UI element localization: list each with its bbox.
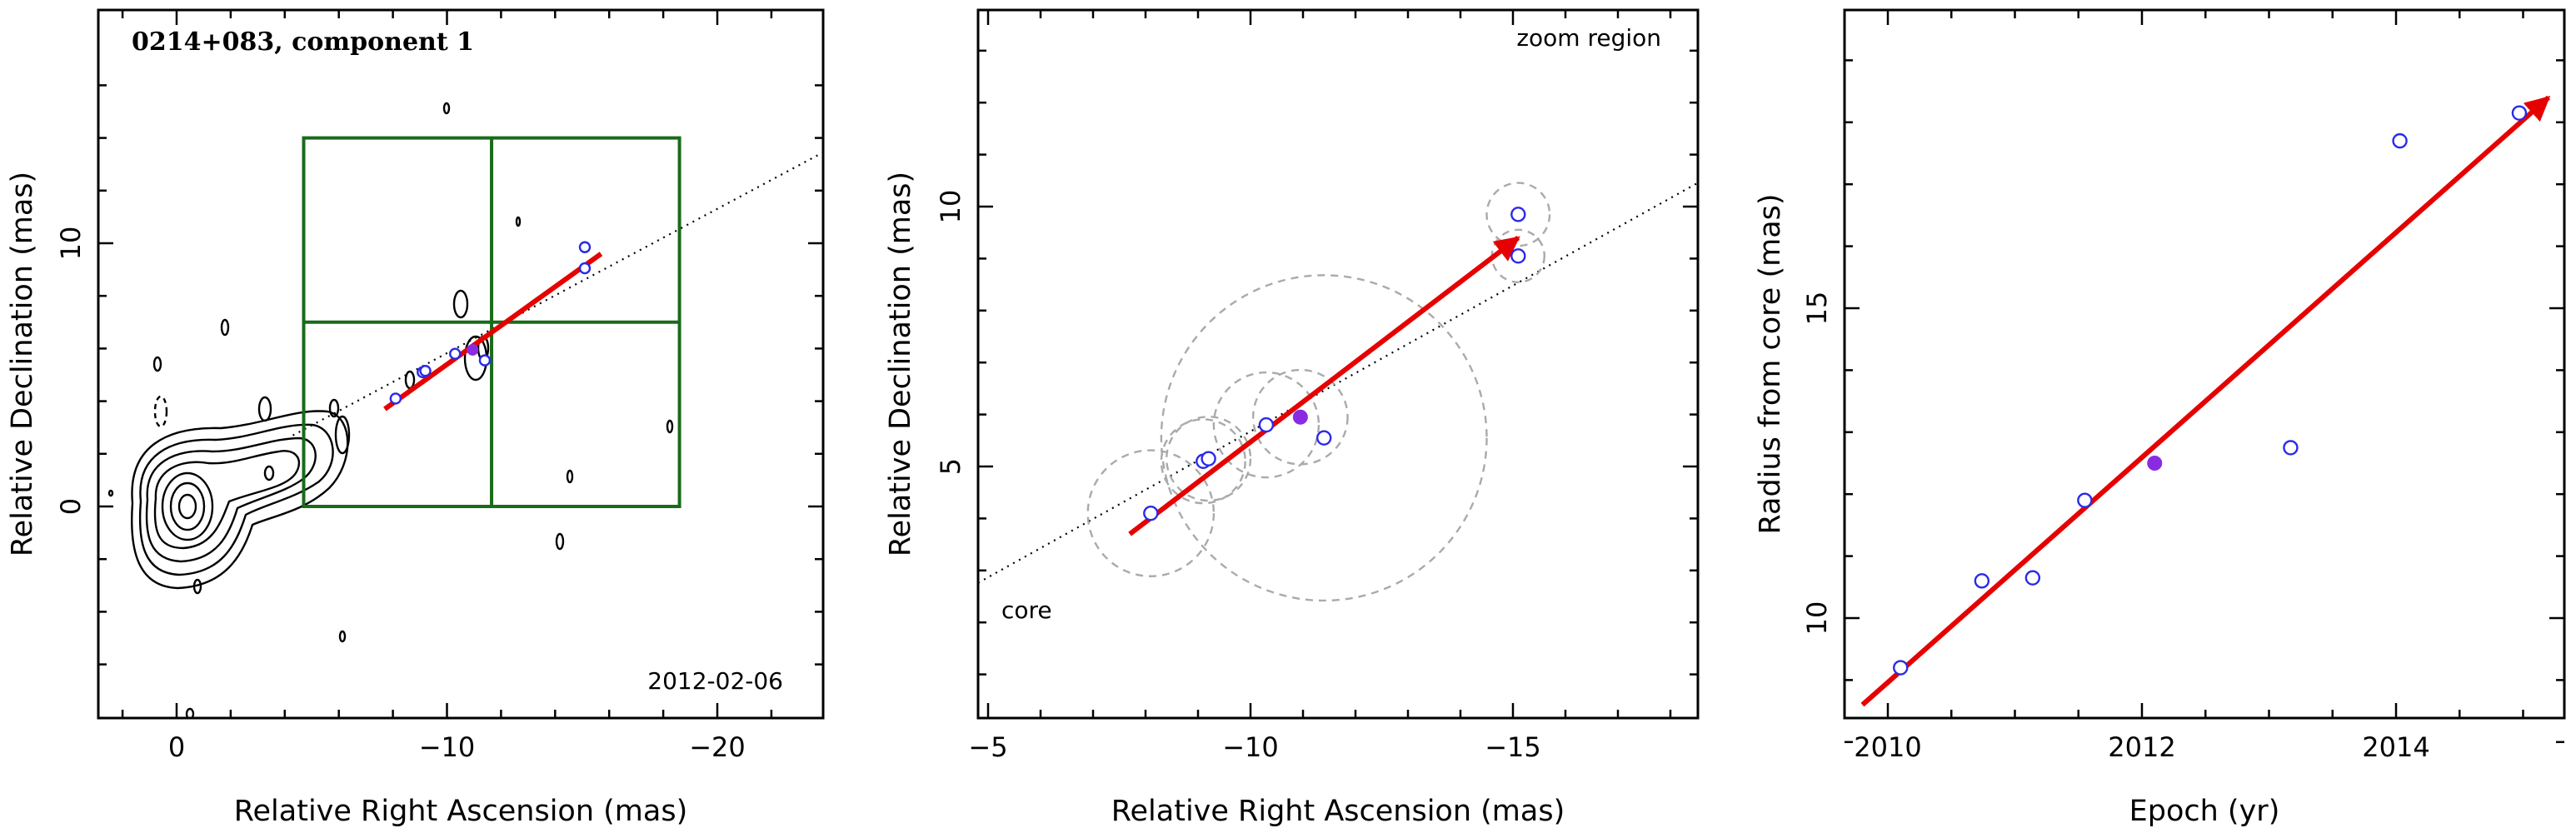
radius-y-axis-label: Radius from core (mas) bbox=[1754, 193, 1787, 534]
component-position-point bbox=[1258, 416, 1275, 433]
component-position-point bbox=[1510, 248, 1526, 264]
positional-uncertainty-ring bbox=[1212, 371, 1320, 479]
component-position-point bbox=[1201, 451, 1216, 466]
zoom-y-tick-label: 10 bbox=[935, 190, 966, 224]
motion-vector bbox=[1128, 236, 1520, 536]
radius-data-point bbox=[1893, 660, 1909, 676]
radius-y-tick-label: 10 bbox=[1801, 601, 1833, 636]
radius-data-point bbox=[2511, 105, 2528, 121]
radius-y-tick-label: 15 bbox=[1801, 292, 1833, 326]
map-data-layer bbox=[292, 136, 823, 508]
map-x-tick-label: −10 bbox=[419, 731, 476, 763]
contour-map bbox=[131, 410, 349, 595]
component-position-point bbox=[419, 365, 432, 377]
map-plot-area bbox=[107, 102, 823, 718]
current-epoch-point bbox=[467, 343, 479, 356]
map-x-tick-label: 0 bbox=[168, 731, 185, 763]
zoom-region-label: zoom region bbox=[1516, 24, 1661, 52]
zoom-y-tick-label: 5 bbox=[935, 458, 966, 475]
zoom-frame bbox=[976, 8, 1700, 720]
positional-uncertainty-ring bbox=[1160, 418, 1246, 505]
radius-axes: 2010 2012 2014 10 15 bbox=[1801, 10, 2564, 763]
zoom-plot-area bbox=[978, 182, 1698, 602]
component-position-point bbox=[449, 347, 462, 360]
map-x-axis-label: Relative Right Ascension (mas) bbox=[234, 795, 687, 828]
radius-data-point bbox=[2283, 440, 2299, 456]
zoom-x-axis-label: Relative Right Ascension (mas) bbox=[1111, 795, 1565, 828]
component-position-point bbox=[478, 354, 492, 367]
radius-data-layer bbox=[1860, 95, 2551, 707]
current-epoch-point bbox=[1292, 409, 1308, 425]
zoom-data-layer bbox=[978, 182, 1698, 602]
zoom-panel: −5 −10 −15 5 10 zoom region core Relative Ri… bbox=[884, 8, 1700, 828]
zoom-x-tick-label: −15 bbox=[1485, 731, 1541, 763]
radius-frame bbox=[1843, 8, 2566, 720]
map-y-tick-label: 0 bbox=[55, 498, 87, 515]
radius-x-tick-label: 2014 bbox=[2362, 731, 2429, 763]
positional-uncertainty-ring bbox=[1160, 274, 1488, 602]
component-position-point bbox=[389, 392, 402, 405]
map-frame bbox=[97, 8, 825, 720]
radius-data-point bbox=[2392, 132, 2408, 149]
radius-x-tick-label: 2012 bbox=[2108, 731, 2175, 763]
ridge-line bbox=[292, 151, 823, 436]
component-position-point bbox=[1510, 207, 1526, 222]
map-panel: 0 −10 −20 0 10 0214+083, component 1 2012-02… bbox=[6, 8, 825, 828]
ridge-line-to-core bbox=[978, 182, 1698, 584]
map-y-tick-label: 10 bbox=[55, 227, 87, 261]
contour-islands bbox=[107, 102, 674, 718]
zoom-x-tick-label: −5 bbox=[968, 731, 1007, 763]
radius-x-tick-label: 2010 bbox=[1854, 731, 1921, 763]
positional-uncertainty-ring bbox=[1165, 416, 1252, 502]
motion-vector bbox=[383, 252, 603, 412]
component-position-point bbox=[1143, 505, 1159, 521]
epoch-label: 2012-02-06 bbox=[647, 667, 783, 695]
zoom-axes: −5 −10 −15 5 10 bbox=[935, 10, 1698, 763]
zoom-y-axis-label: Relative Declination (mas) bbox=[884, 172, 917, 556]
positional-uncertainty-ring bbox=[1086, 449, 1216, 577]
radius-panel: 2010 2012 2014 10 15 Epoch (yr) Radius from … bbox=[1754, 8, 2566, 828]
map-title: 0214+083, component 1 bbox=[132, 27, 474, 57]
component-position-point bbox=[578, 262, 592, 275]
component-position-point bbox=[578, 241, 592, 253]
radius-data-point bbox=[1974, 573, 1990, 589]
map-y-axis-label: Relative Declination (mas) bbox=[6, 172, 39, 556]
radius-x-axis-label: Epoch (yr) bbox=[2129, 795, 2280, 828]
radius-plot-area bbox=[1860, 95, 2551, 707]
radial-fit-line bbox=[1860, 95, 2551, 707]
highlight-uncertainty-ring bbox=[1251, 368, 1349, 466]
current-epoch-point bbox=[2147, 456, 2163, 471]
map-axes: 0 −10 −20 0 10 bbox=[55, 10, 823, 763]
positional-uncertainty-ring bbox=[1485, 182, 1551, 247]
map-x-tick-label: −20 bbox=[689, 731, 746, 763]
zoom-x-tick-label: −10 bbox=[1222, 731, 1279, 763]
component-position-point bbox=[1315, 430, 1332, 446]
core-label: core bbox=[1001, 596, 1052, 624]
radius-data-point bbox=[2024, 570, 2041, 586]
radius-data-point bbox=[2077, 492, 2093, 508]
